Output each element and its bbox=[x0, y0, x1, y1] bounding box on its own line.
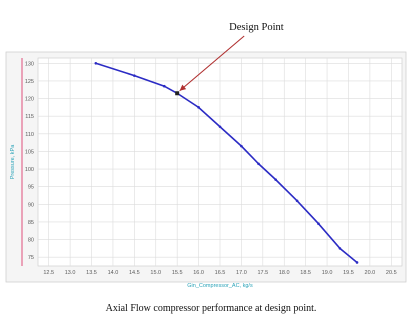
x-tick-label: 14.5 bbox=[129, 270, 140, 276]
x-tick-label: 17.0 bbox=[236, 270, 247, 276]
x-tick-label: 18.0 bbox=[279, 270, 290, 276]
y-tick-label: 105 bbox=[25, 149, 34, 155]
y-tick-label: 110 bbox=[25, 132, 34, 138]
y-axis-title: Pressure, kPa bbox=[10, 144, 16, 179]
series-point bbox=[317, 222, 320, 225]
annotation-group: Design Point bbox=[175, 22, 284, 96]
series-point bbox=[240, 144, 243, 148]
grid bbox=[38, 58, 402, 266]
series-point bbox=[338, 247, 342, 250]
x-tick-label: 12.5 bbox=[43, 270, 54, 276]
x-tick-label: 20.5 bbox=[386, 270, 397, 276]
y-tick-label: 90 bbox=[28, 202, 34, 208]
design-point-arrow bbox=[179, 35, 245, 92]
x-tick-label: 19.0 bbox=[322, 270, 333, 276]
series-point bbox=[197, 106, 200, 109]
series-point bbox=[163, 84, 166, 88]
series-point bbox=[94, 61, 98, 65]
x-axis-title: Gin_Compressor_AC, kg/s bbox=[187, 283, 253, 289]
y-tick-label: 115 bbox=[25, 114, 34, 120]
series-point bbox=[355, 261, 359, 264]
y-tick-label: 120 bbox=[25, 97, 34, 103]
x-tick-label: 13.0 bbox=[65, 270, 76, 276]
x-tick-label: 20.0 bbox=[365, 270, 376, 276]
y-tick-label: 75 bbox=[28, 255, 34, 261]
series-point bbox=[257, 162, 260, 166]
x-tick-label: 19.5 bbox=[343, 270, 354, 276]
chart-caption: Axial Flow compressor performance at des… bbox=[106, 303, 317, 314]
series-point bbox=[218, 125, 222, 129]
y-tick-label: 85 bbox=[28, 220, 34, 226]
series-group bbox=[94, 61, 359, 264]
y-tick-label: 125 bbox=[25, 79, 34, 85]
design-point-label: Design Point bbox=[229, 22, 284, 33]
x-tick-label: 18.5 bbox=[300, 270, 311, 276]
x-tick-label: 13.5 bbox=[86, 270, 97, 276]
x-tick-label: 15.0 bbox=[150, 270, 161, 276]
design-point-marker bbox=[175, 91, 180, 96]
design-point-arrowhead bbox=[179, 84, 187, 91]
x-tick-label: 15.5 bbox=[172, 270, 183, 276]
y-tick-label: 130 bbox=[25, 61, 34, 67]
x-tick-label: 16.5 bbox=[215, 270, 226, 276]
x-tick-label: 14.0 bbox=[108, 270, 119, 276]
x-tick-label: 16.0 bbox=[193, 270, 204, 276]
y-tick-label: 80 bbox=[28, 238, 34, 244]
series-point bbox=[133, 74, 136, 77]
y-tick-label: 100 bbox=[25, 167, 34, 173]
x-tick-label: 17.5 bbox=[257, 270, 268, 276]
x-tick-labels: 12.5 13.0 13.5 14.0 14.5 15.0 15.5 16.0 16.5 17.0… bbox=[43, 270, 396, 276]
series-point bbox=[295, 199, 299, 203]
series-point bbox=[274, 178, 277, 181]
y-tick-label: 95 bbox=[28, 185, 34, 191]
y-tick-labels: 75 80 85 90 95 100 105 110 115 120 125 130 bbox=[25, 61, 34, 261]
